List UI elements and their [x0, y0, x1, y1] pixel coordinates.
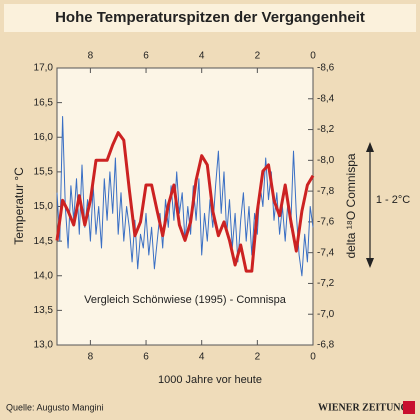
- x-tick-label-top: 6: [143, 51, 149, 62]
- y2-axis-label: delta ¹⁸O Comnispa: [344, 153, 358, 258]
- plot-area: [56, 67, 314, 346]
- series-line: [55, 131, 315, 273]
- y2-tick-label: -6,8: [317, 340, 335, 351]
- y-tick-label: 13,0: [34, 340, 54, 351]
- logo-square: [403, 401, 415, 414]
- y2-tick-label: -8,4: [317, 93, 335, 104]
- x-tick-label: 0: [310, 352, 316, 363]
- y2-tick-label: -7,0: [317, 309, 335, 320]
- x-tick-label: 4: [199, 352, 205, 363]
- y2-tick-label: -7,6: [317, 217, 335, 228]
- y-axis-label: Temperatur °C: [12, 167, 26, 245]
- y2-tick-label: -8,6: [317, 63, 335, 74]
- x-tick-label: 8: [88, 352, 94, 363]
- y-tick-label: 15,5: [34, 167, 54, 178]
- y-tick-label: 14,0: [34, 270, 54, 281]
- y2-tick-label: -7,2: [317, 278, 335, 289]
- y2-tick-label: -7,8: [317, 186, 335, 197]
- y-tick-label: 16,0: [34, 132, 54, 143]
- x-tick-label: 6: [143, 352, 149, 363]
- source: Quelle: Augusto Mangini: [6, 402, 104, 412]
- x-tick-label-top: 2: [255, 51, 261, 62]
- x-tick-label-top: 8: [88, 51, 94, 62]
- y2-tick-label: -8,2: [317, 124, 335, 135]
- x-tick-label-top: 0: [310, 51, 316, 62]
- title-bar: [4, 4, 416, 32]
- y-tick-label: 16,5: [34, 97, 54, 108]
- annotation: Vergleich Schönwiese (1995) - Comnispa: [84, 294, 287, 306]
- y-tick-label: 15,0: [34, 201, 54, 212]
- y-tick-label: 14,5: [34, 236, 54, 247]
- x-tick-label-top: 4: [199, 51, 205, 62]
- annotation: 1 - 2°C: [376, 194, 410, 206]
- y2-tick-label: -7,4: [317, 247, 335, 258]
- publisher: WIENER ZEITUNG: [318, 402, 409, 413]
- y-tick-label: 17,0: [34, 63, 54, 74]
- y2-tick-label: -8,0: [317, 155, 335, 166]
- y-tick-label: 13,5: [34, 305, 54, 316]
- chart-title: Hohe Temperaturspitzen der Vergangenheit: [55, 9, 365, 26]
- x-axis-label: 1000 Jahre vor heute: [158, 374, 262, 386]
- x-tick-label: 2: [255, 352, 261, 363]
